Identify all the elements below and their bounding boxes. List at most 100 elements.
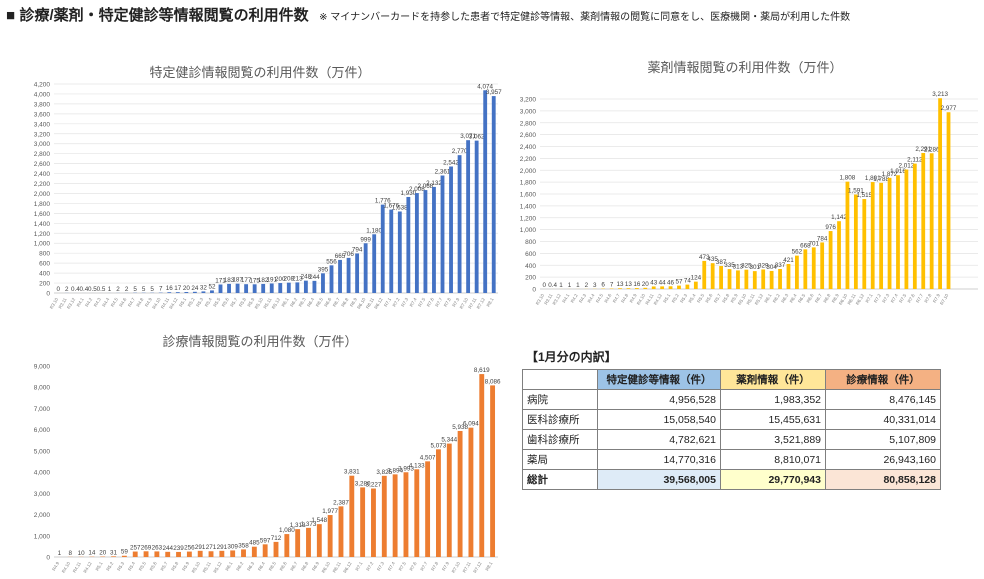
bar	[414, 193, 419, 293]
data-label: 291	[195, 544, 206, 551]
x-tick-label: R7.3	[881, 293, 890, 304]
table-row: 薬局 14,770,316 8,810,071 26,943,160	[522, 449, 941, 470]
data-label: 200	[275, 276, 286, 283]
bar	[618, 288, 622, 289]
page-title: 診療/薬剤・特定健診等情報閲覧の利用件数	[19, 7, 309, 24]
bar	[938, 98, 942, 290]
x-tick-label: R5.4	[127, 561, 136, 572]
table-cell: 5,107,809	[825, 429, 941, 450]
bar	[227, 283, 231, 293]
x-tick-label: R5.11	[745, 293, 755, 306]
bar	[349, 475, 355, 557]
bar	[372, 234, 377, 293]
data-label: 1,930	[400, 190, 416, 197]
y-tick-label: 2,600	[520, 132, 537, 139]
data-label: 329	[758, 262, 769, 269]
breakdown-table: 特定健診等情報（件） 薬剤情報（件） 診療情報（件） 病院 4,956,528 …	[522, 369, 941, 490]
x-tick-label: R3.10	[535, 293, 546, 306]
bar	[778, 268, 782, 289]
bar	[761, 269, 766, 289]
data-label: 2,770	[452, 148, 468, 155]
x-tick-label: R7.10	[459, 297, 470, 310]
x-tick-label: R4.6	[118, 297, 127, 308]
x-tick-label: R7.7	[915, 293, 924, 304]
bar	[329, 265, 334, 293]
data-label: 1,591	[848, 188, 864, 195]
x-tick-label: R4.8	[135, 297, 144, 308]
bar	[338, 259, 342, 293]
x-tick-label: R6.2	[235, 561, 244, 572]
data-label: 248	[301, 274, 312, 281]
data-label: 395	[318, 266, 329, 273]
breakdown-corner-cell	[522, 369, 598, 390]
x-tick-label: R4.4	[101, 297, 110, 308]
x-tick-label: R4.12	[653, 293, 664, 306]
x-tick-label: R4.5	[595, 293, 604, 304]
x-tick-label: R7.4	[387, 561, 396, 572]
y-tick-label: 1,400	[34, 221, 51, 228]
x-tick-label: R5.3	[195, 297, 204, 308]
table-cell: 3,521,889	[720, 429, 826, 450]
x-tick-label: R7.3	[376, 561, 385, 572]
x-tick-label: R5.12	[271, 297, 282, 310]
x-tick-label: R4.2	[84, 297, 93, 308]
chart-title: 特定健診情報閲覧の利用件数（万件）	[149, 65, 370, 80]
total-cell: 80,858,128	[825, 469, 941, 490]
x-tick-label: R7.6	[907, 293, 916, 304]
x-tick-label: R5.3	[116, 561, 125, 572]
y-tick-label: 3,000	[34, 141, 51, 148]
bar	[165, 551, 171, 557]
bar	[896, 175, 900, 289]
bar	[912, 163, 917, 289]
bar	[230, 550, 236, 557]
x-tick-label: R6.9	[831, 293, 840, 304]
data-label: 191	[266, 276, 277, 283]
x-tick-label: R7.1	[864, 293, 873, 304]
medical-care-chart: 診療情報閲覧の利用件数（万件） 0 1,000 2,000 3,000 4,000 5,00…	[34, 334, 501, 574]
data-label: 6	[601, 282, 605, 289]
data-label: 1,180	[366, 227, 382, 234]
x-tick-label: R6.8	[822, 293, 831, 304]
data-label: 14	[88, 550, 96, 557]
x-tick-label: R7.10	[451, 561, 462, 574]
bar	[440, 175, 445, 293]
data-label: 712	[271, 535, 282, 542]
x-tick-label: R5.8	[721, 293, 730, 304]
bar	[397, 211, 402, 293]
bar	[184, 292, 189, 293]
y-tick-label: 1,000	[520, 227, 537, 234]
data-label: 335	[724, 262, 735, 269]
bar	[436, 449, 441, 557]
chart-title: 薬剤情報閲覧の利用件数（万件）	[647, 60, 842, 75]
x-tick-label: R6.3	[246, 561, 255, 572]
data-label: 74	[684, 278, 692, 285]
data-label: 597	[260, 537, 271, 544]
bar	[634, 288, 639, 289]
data-label: 3,831	[344, 469, 360, 476]
data-label: 2,012	[899, 163, 915, 170]
table-cell: 1,983,352	[720, 389, 826, 410]
data-label: 0	[542, 282, 546, 289]
bar	[651, 286, 656, 289]
x-tick-label: R6.8	[340, 297, 349, 308]
x-tick-label: R6.12	[855, 293, 866, 306]
bar	[312, 280, 317, 293]
y-tick-label: 2,800	[520, 120, 537, 127]
data-label: 2,387	[333, 499, 349, 506]
bar	[251, 546, 257, 557]
y-tick-label: 600	[525, 251, 536, 258]
bar	[921, 152, 926, 289]
data-label: 17	[174, 285, 182, 292]
bar	[380, 204, 385, 293]
data-label: 8,086	[485, 378, 501, 385]
y-tick-label: 1,400	[520, 203, 537, 210]
x-tick-label: R5.9	[181, 561, 190, 572]
x-tick-label: R4.10	[61, 561, 72, 574]
x-tick-label: R5.7	[229, 297, 238, 308]
x-tick-label: R6.4	[257, 561, 266, 572]
bar	[132, 551, 138, 557]
bar	[769, 270, 774, 289]
bar	[457, 430, 463, 557]
x-tick-label: R4.11	[160, 297, 170, 310]
x-tick-label: R5.9	[730, 293, 739, 304]
